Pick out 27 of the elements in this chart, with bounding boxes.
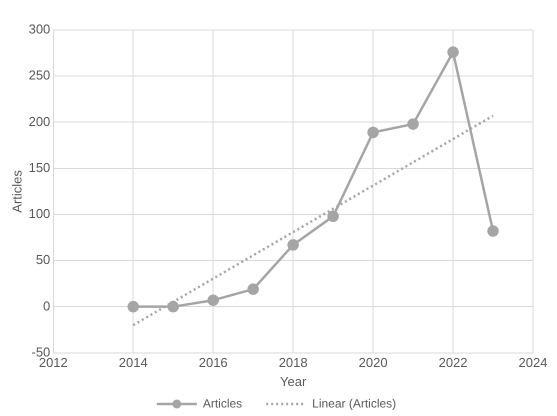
y-tick-label: 100 bbox=[28, 206, 50, 222]
y-axis-title: Articles bbox=[9, 170, 24, 213]
x-tick-label: 2014 bbox=[118, 355, 148, 370]
point bbox=[367, 126, 379, 138]
point bbox=[167, 300, 179, 312]
x-tick-label: 2016 bbox=[198, 355, 228, 370]
x-tick-label: 2024 bbox=[518, 355, 548, 370]
y-tick-label: 50 bbox=[36, 252, 50, 268]
point bbox=[127, 300, 139, 312]
y-tick-label: 150 bbox=[28, 160, 50, 175]
y-tick-label: 200 bbox=[28, 114, 50, 129]
point bbox=[327, 210, 339, 222]
point bbox=[287, 239, 299, 251]
x-axis-title: Year bbox=[280, 374, 307, 389]
y-tick-label: 0 bbox=[43, 298, 50, 314]
legend-label: Linear (Articles) bbox=[312, 396, 396, 410]
point bbox=[207, 294, 219, 306]
x-tick-label: 2022 bbox=[438, 355, 468, 370]
y-tick-label: 300 bbox=[28, 22, 50, 37]
x-tick-label: 2018 bbox=[278, 355, 308, 370]
point bbox=[487, 225, 499, 237]
point bbox=[247, 283, 259, 295]
y-tick-label: 250 bbox=[28, 68, 50, 83]
point bbox=[407, 118, 419, 130]
legend-label: Articles bbox=[202, 396, 242, 410]
x-tick-label: 2020 bbox=[358, 355, 388, 370]
point bbox=[447, 46, 459, 58]
